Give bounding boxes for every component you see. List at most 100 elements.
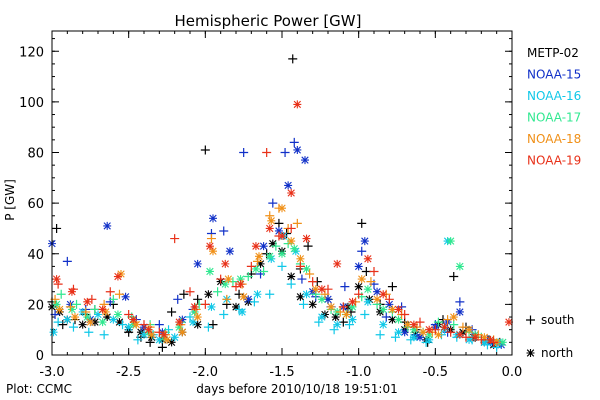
data-point-north xyxy=(301,156,309,165)
data-point-north xyxy=(449,313,458,322)
data-point-south xyxy=(81,307,91,317)
data-point-north xyxy=(170,333,179,342)
data-point-north xyxy=(379,320,388,329)
data-point-north xyxy=(98,318,107,327)
data-point-south xyxy=(231,282,241,292)
data-point-south xyxy=(369,266,379,276)
data-point-south xyxy=(375,330,385,340)
data-point-north xyxy=(52,275,61,284)
data-point-south xyxy=(381,312,391,322)
data-point-south xyxy=(87,294,97,304)
data-point-south xyxy=(173,294,183,304)
x-tick-label: 0.0 xyxy=(502,365,523,380)
data-point-south xyxy=(179,289,189,299)
data-point-north xyxy=(256,259,265,268)
series-noaa-16 xyxy=(49,232,503,352)
data-point-south xyxy=(340,282,350,292)
data-point-north xyxy=(287,189,296,197)
data-point-north xyxy=(287,237,296,246)
data-point-south xyxy=(280,148,290,157)
data-point-north xyxy=(90,318,99,327)
data-point-north xyxy=(209,214,217,223)
data-point-north xyxy=(204,290,213,299)
x-tick-label: -2.0 xyxy=(193,365,218,380)
data-point-north xyxy=(400,328,409,337)
data-point-south xyxy=(308,277,318,287)
data-point-north xyxy=(115,318,124,327)
data-point-north xyxy=(159,330,168,339)
data-point-north xyxy=(409,320,418,329)
data-point-north xyxy=(302,290,311,299)
data-point-north xyxy=(94,310,102,319)
data-point-north xyxy=(113,272,122,281)
data-point-south xyxy=(305,269,315,279)
data-point-north xyxy=(221,259,230,268)
data-point-north xyxy=(239,292,248,301)
data-point-south xyxy=(228,277,238,287)
data-point-north xyxy=(205,242,214,251)
y-tick-label: 100 xyxy=(19,96,44,111)
data-point-south xyxy=(274,218,284,228)
data-point-north xyxy=(83,297,92,306)
data-point-north xyxy=(291,247,300,256)
data-point-south xyxy=(213,287,223,297)
data-point-south xyxy=(288,54,298,64)
data-point-north xyxy=(419,328,428,337)
data-point-south xyxy=(222,294,232,304)
data-point-south xyxy=(99,330,109,340)
data-point-south xyxy=(344,320,354,330)
data-point-south xyxy=(361,266,371,276)
data-point-south xyxy=(53,317,63,327)
data-point-north xyxy=(251,242,260,251)
data-point-north xyxy=(232,302,240,311)
data-point-south xyxy=(154,320,164,330)
data-point-south xyxy=(84,327,94,337)
data-point-north xyxy=(178,328,187,337)
data-point-north xyxy=(333,259,342,268)
data-point-south xyxy=(219,226,229,236)
data-point-south xyxy=(390,332,400,342)
data-point-south xyxy=(384,294,394,304)
data-point-south xyxy=(133,335,143,345)
data-point-north xyxy=(455,262,464,271)
data-point-south xyxy=(297,274,307,284)
legend-entry: METP-02 xyxy=(527,46,579,60)
data-point-north xyxy=(63,315,72,324)
data-point-south xyxy=(56,289,66,299)
data-point-south xyxy=(295,261,305,271)
data-point-south xyxy=(139,320,149,330)
data-point-north xyxy=(78,320,87,329)
data-point-north xyxy=(71,313,79,322)
data-point-north xyxy=(434,330,443,339)
data-point-north xyxy=(385,300,394,309)
data-point-north xyxy=(343,302,352,311)
legend-entry: NOAA-18 xyxy=(527,132,581,146)
data-point-north xyxy=(265,252,274,261)
data-point-north xyxy=(486,335,495,344)
data-point-north xyxy=(268,239,277,248)
data-point-north xyxy=(365,295,374,304)
data-point-south xyxy=(170,234,180,244)
data-point-north xyxy=(302,264,311,273)
data-point-south xyxy=(216,274,226,284)
data-point-north xyxy=(504,318,513,327)
data-point-south xyxy=(90,304,100,314)
data-point-south xyxy=(219,310,229,319)
data-point-north xyxy=(175,323,184,332)
data-point-north xyxy=(109,315,118,324)
data-point-north xyxy=(274,226,283,235)
data-point-north xyxy=(147,330,156,339)
data-point-south xyxy=(298,299,308,309)
data-point-north xyxy=(155,335,164,344)
data-point-north xyxy=(296,254,305,263)
data-point-north xyxy=(354,282,363,291)
data-point-north xyxy=(311,285,320,294)
plot-credit: Plot: CCMC xyxy=(6,382,72,396)
data-point-south xyxy=(354,289,364,299)
data-point-north xyxy=(67,287,76,296)
data-point-north xyxy=(278,232,286,241)
hemisphere-legend-label: south xyxy=(541,313,575,327)
data-point-north xyxy=(354,262,363,271)
data-point-north xyxy=(103,221,112,230)
data-point-north xyxy=(167,338,176,347)
